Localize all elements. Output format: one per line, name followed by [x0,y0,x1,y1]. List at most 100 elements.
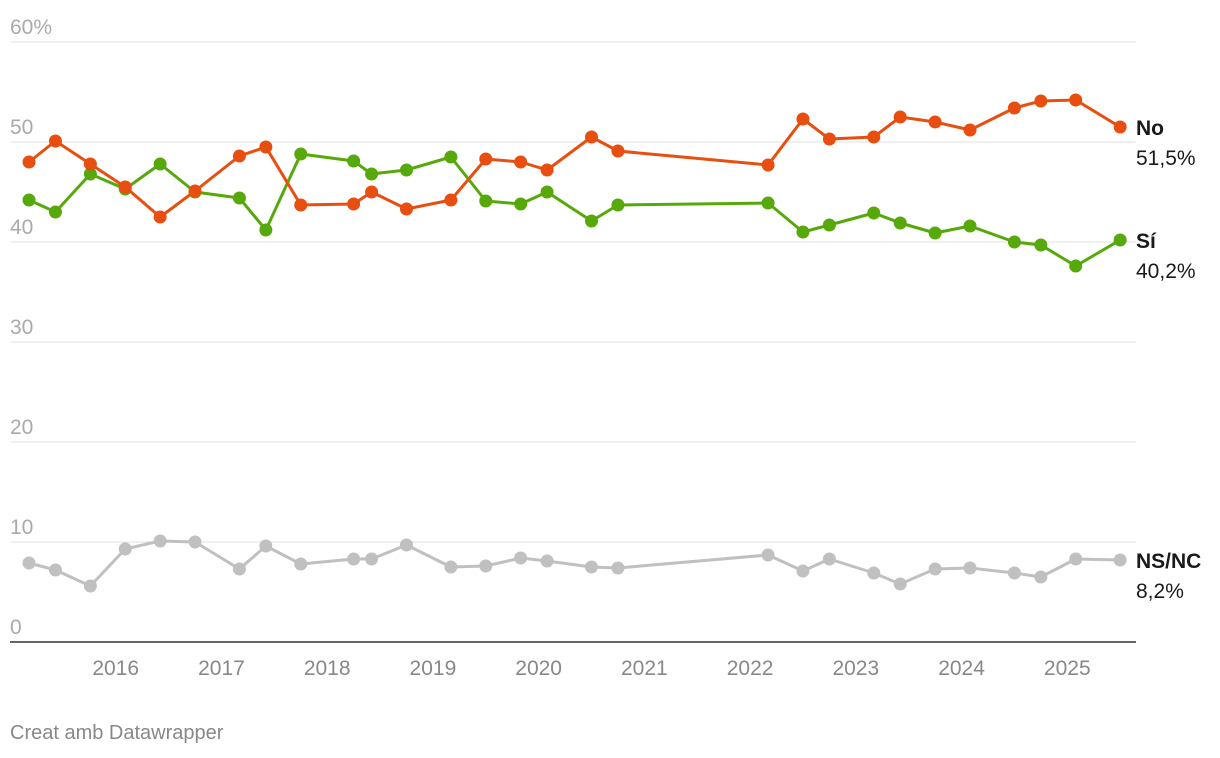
data-point [153,534,167,548]
data-point [48,563,62,577]
data-point [444,560,458,574]
data-point [444,150,458,164]
series-end-labels: NS/NC 8,2% Sí 40,2% No 51,5% [1136,117,1201,603]
data-point [514,551,528,565]
data-point [867,130,881,144]
data-point [514,197,528,211]
series-group [22,93,1127,593]
data-point [48,205,62,219]
data-point [365,185,379,199]
data-point [347,197,361,211]
data-point [365,167,379,181]
data-point [893,110,907,124]
data-point [1007,566,1021,580]
data-point [796,112,810,126]
data-point [399,202,413,216]
data-point [294,198,308,212]
data-point [761,158,775,172]
y-tick-label: 20 [10,416,33,439]
data-point [540,185,554,199]
data-point [48,134,62,148]
gridlines [10,41,1136,543]
credit-text: Creat amb Datawrapper [10,722,224,744]
data-point [928,115,942,129]
data-point [585,560,599,574]
data-point [153,157,167,171]
data-point [365,552,379,566]
data-point [928,226,942,240]
data-point [611,561,625,575]
y-tick-label: 40 [10,216,33,239]
data-point [893,577,907,591]
data-point [83,167,97,181]
data-point [1069,93,1083,107]
series-label-name: No [1136,117,1164,140]
y-tick-label: 10 [10,516,33,539]
data-point [1034,570,1048,584]
y-tick-label: 30 [10,316,33,339]
x-tick-label: 2018 [304,657,351,680]
data-point [479,194,493,208]
series-label-name: Sí [1136,230,1157,253]
data-point [822,218,836,232]
data-point [232,562,246,576]
data-point [1007,235,1021,249]
data-point [83,579,97,593]
series-no [22,93,1127,224]
x-tick-label: 2016 [92,657,139,680]
data-point [232,191,246,205]
data-point [1034,94,1048,108]
data-point [259,140,273,154]
data-point [761,196,775,210]
x-tick-label: 2025 [1044,657,1091,680]
data-point [294,557,308,571]
data-point [188,535,202,549]
data-point [1069,552,1083,566]
data-point [153,210,167,224]
data-point [928,562,942,576]
data-point [867,206,881,220]
data-point [22,193,36,207]
data-point [118,180,132,194]
series-label-value: 40,2% [1136,260,1196,283]
y-tick-label: 60% [10,16,52,39]
data-point [822,552,836,566]
x-tick-label: 2023 [832,657,879,680]
series-si [22,147,1127,273]
data-point [479,152,493,166]
data-point [540,163,554,177]
data-point [796,564,810,578]
data-point [479,559,493,573]
data-point [118,542,132,556]
data-point [585,214,599,228]
y-axis-ticks: 0 10 20 30 40 50 60% [10,16,52,639]
y-tick-label: 0 [10,616,22,639]
data-point [867,566,881,580]
series-line [28,98,1121,219]
data-point [347,552,361,566]
data-point [232,149,246,163]
data-point [1007,101,1021,115]
data-point [83,157,97,171]
data-point [1113,120,1127,134]
data-point [22,155,36,169]
data-point [540,554,554,568]
data-point [963,219,977,233]
data-point [259,539,273,553]
data-point [188,184,202,198]
data-point [585,130,599,144]
x-tick-label: 2022 [727,657,774,680]
series-label-value: 8,2% [1136,580,1184,603]
data-point [399,538,413,552]
data-point [259,223,273,237]
data-point [963,561,977,575]
x-tick-label: 2017 [198,657,245,680]
x-tick-label: 2019 [410,657,457,680]
data-point [22,556,36,570]
data-point [294,147,308,161]
series-label-value: 51,5% [1136,147,1196,170]
data-point [611,144,625,158]
data-point [444,193,458,207]
data-point [1113,233,1127,247]
